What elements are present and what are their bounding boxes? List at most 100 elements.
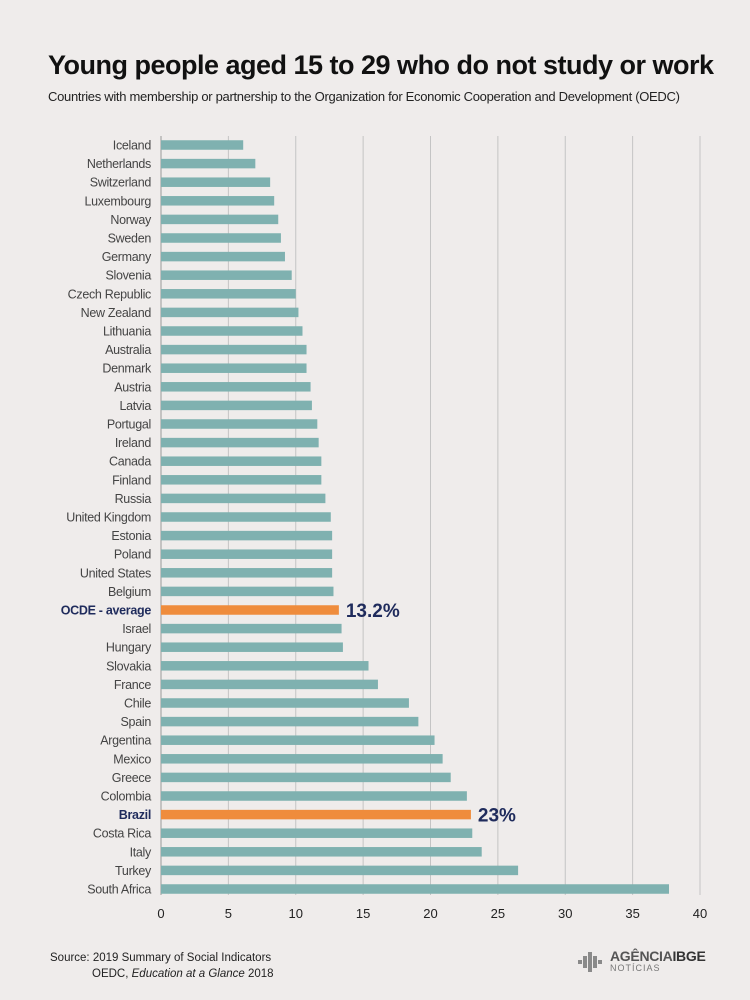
- bar-hungary: [161, 642, 343, 652]
- x-tick-label-30: 30: [558, 906, 572, 921]
- bar-luxembourg: [161, 196, 275, 206]
- bar-slovenia: [161, 270, 292, 280]
- x-tick-label-35: 35: [625, 906, 639, 921]
- category-label-mexico: Mexico: [113, 752, 151, 766]
- category-label-new-zealand: New Zealand: [81, 306, 152, 320]
- source-line-2: OEDC, Education at a Glance 2018: [92, 968, 274, 980]
- bar-canada: [161, 456, 322, 466]
- bar-netherlands: [161, 158, 256, 169]
- category-label-hungary: Hungary: [106, 641, 152, 655]
- bar-austria: [161, 382, 311, 392]
- category-label-france: France: [114, 678, 151, 692]
- category-label-poland: Poland: [114, 548, 151, 562]
- x-tick-label-25: 25: [491, 906, 505, 921]
- bar-germany: [161, 251, 285, 262]
- bar-mexico: [161, 754, 443, 764]
- category-label-ireland: Ireland: [115, 436, 151, 450]
- category-label-iceland: Iceland: [113, 139, 152, 153]
- category-label-finland: Finland: [112, 473, 151, 487]
- agencia-ibge-logo: AGÊNCIAIBGE NOTÍCIAS: [578, 949, 706, 974]
- category-label-belgium: Belgium: [108, 585, 151, 599]
- category-label-israel: Israel: [122, 622, 151, 636]
- category-label-russia: Russia: [115, 492, 152, 506]
- bar-argentina: [161, 735, 435, 745]
- category-label-denmark: Denmark: [102, 362, 152, 376]
- category-label-spain: Spain: [121, 715, 152, 729]
- bar-denmark: [161, 363, 307, 373]
- category-label-slovenia: Slovenia: [105, 269, 151, 283]
- category-label-costa-rica: Costa Rica: [93, 827, 151, 841]
- bar-spain: [161, 716, 419, 727]
- category-label-netherlands: Netherlands: [87, 157, 151, 171]
- category-label-ocde-average: OCDE - average: [61, 604, 152, 618]
- source-note: Source: 2019 Summary of Social Indicator…: [50, 950, 274, 982]
- x-tick-label-20: 20: [423, 906, 437, 921]
- category-label-chile: Chile: [124, 697, 151, 711]
- x-tick-label-5: 5: [225, 906, 232, 921]
- category-label-italy: Italy: [130, 845, 152, 859]
- x-tick-label-10: 10: [289, 906, 303, 921]
- category-label-argentina: Argentina: [100, 734, 151, 748]
- source-line-1: Source: 2019 Summary of Social Indicator…: [50, 952, 272, 964]
- category-label-austria: Austria: [114, 380, 151, 394]
- bar-south-africa: [161, 884, 670, 894]
- category-label-south-africa: South Africa: [87, 883, 151, 897]
- bar-czech-republic: [161, 289, 296, 299]
- bar-brazil: [161, 809, 471, 820]
- bar-chile: [161, 698, 409, 708]
- bar-lithuania: [161, 326, 303, 336]
- category-label-switzerland: Switzerland: [90, 176, 152, 190]
- bar-iceland: [161, 140, 244, 150]
- bar-greece: [161, 772, 451, 783]
- bar-costa-rica: [161, 828, 473, 838]
- category-label-sweden: Sweden: [108, 232, 152, 246]
- bar-turkey: [161, 865, 519, 876]
- bar-france: [161, 679, 378, 690]
- x-tick-label-40: 40: [693, 906, 707, 921]
- bar-united-kingdom: [161, 512, 331, 522]
- bar-italy: [161, 847, 482, 857]
- category-label-czech-republic: Czech Republic: [68, 287, 151, 301]
- bar-australia: [161, 344, 307, 355]
- bar-sweden: [161, 233, 281, 243]
- bar-latvia: [161, 400, 312, 411]
- bar-finland: [161, 475, 322, 485]
- category-label-lithuania: Lithuania: [103, 325, 151, 339]
- bar-chart: 0 5 10 15 20 25 30 35 40 Iceland Netherlands Switze…: [61, 136, 707, 921]
- bar-norway: [161, 214, 279, 225]
- category-label-luxembourg: Luxembourg: [85, 194, 152, 208]
- x-tick-label-0: 0: [157, 906, 164, 921]
- category-label-australia: Australia: [105, 343, 151, 357]
- x-tick-label-15: 15: [356, 906, 370, 921]
- category-label-germany: Germany: [102, 250, 152, 264]
- category-label-slovakia: Slovakia: [106, 659, 151, 673]
- category-label-turkey: Turkey: [115, 864, 152, 878]
- category-label-united-kingdom: United Kingdom: [66, 511, 151, 525]
- bar-russia: [161, 493, 326, 504]
- category-label-norway: Norway: [110, 213, 152, 227]
- bar-switzerland: [161, 177, 271, 187]
- category-label-greece: Greece: [112, 771, 152, 785]
- bar-israel: [161, 623, 342, 634]
- category-label-united-states: United States: [80, 566, 151, 580]
- bar-colombia: [161, 791, 467, 801]
- bar-ireland: [161, 437, 319, 448]
- bar-united-states: [161, 568, 333, 578]
- chart-title: Young people aged 15 to 29 who do not st…: [48, 50, 714, 80]
- bar-belgium: [161, 586, 334, 597]
- bar-portugal: [161, 419, 318, 429]
- data-label-ocde-average: 13.2%: [346, 601, 400, 622]
- category-label-brazil: Brazil: [119, 808, 151, 822]
- bar-estonia: [161, 530, 333, 541]
- category-label-colombia: Colombia: [101, 790, 152, 804]
- publication-title: Education at a Glance: [131, 968, 245, 980]
- category-label-portugal: Portugal: [107, 418, 151, 432]
- category-label-estonia: Estonia: [111, 529, 151, 543]
- ibge-logo-icon: [578, 952, 602, 972]
- category-label-canada: Canada: [109, 455, 151, 469]
- bar-ocde-average: [161, 605, 339, 615]
- chart-subtitle: Countries with membership or partnership…: [48, 89, 680, 104]
- data-label-brazil: 23%: [478, 806, 516, 827]
- bar-slovakia: [161, 661, 369, 671]
- bar-new-zealand: [161, 307, 299, 318]
